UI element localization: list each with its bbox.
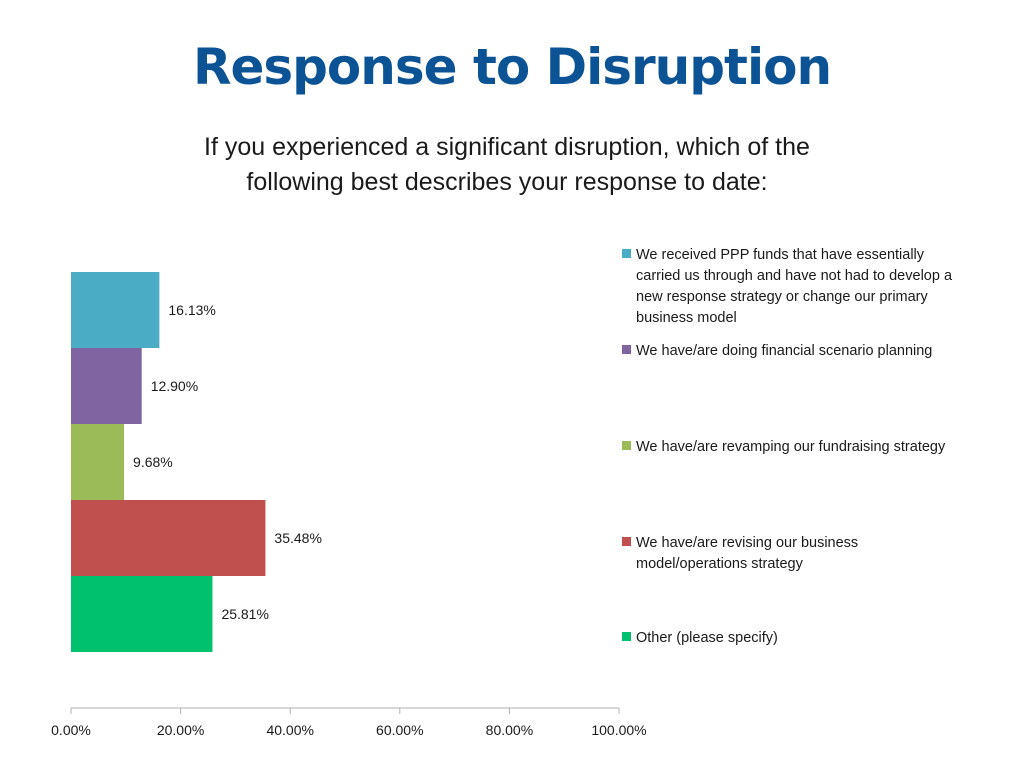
chart-question-line-1: If you experienced a significant disrupt… bbox=[204, 133, 810, 161]
legend-label-4: We have/are revising our business model/o… bbox=[636, 535, 858, 572]
x-tick-label-1: 20.00% bbox=[157, 722, 204, 738]
legend-swatch-4 bbox=[622, 537, 631, 546]
legend-swatch-3 bbox=[622, 441, 631, 450]
legend-label-5: Other (please specify) bbox=[636, 630, 778, 646]
page-title: Response to Disruption bbox=[192, 38, 832, 96]
x-tick-label-4: 80.00% bbox=[486, 722, 533, 738]
bar-1 bbox=[71, 272, 160, 348]
bar-5 bbox=[71, 576, 213, 652]
legend-label-2: We have/are doing financial scenario pla… bbox=[636, 343, 932, 359]
chart-question: If you experienced a significant disrupt… bbox=[112, 130, 902, 200]
x-tick-label-0: 0.00% bbox=[51, 722, 91, 738]
x-tick-label-5: 100.00% bbox=[591, 722, 646, 738]
x-tick-label-2: 40.00% bbox=[266, 722, 313, 738]
legend: We received PPP funds that have essentia… bbox=[622, 247, 953, 646]
data-label-2: 12.90% bbox=[151, 378, 198, 394]
legend-swatch-1 bbox=[622, 249, 631, 258]
data-label-5: 25.81% bbox=[221, 606, 268, 622]
x-axis: 0.00% 20.00% 40.00% 60.00% 80.00% 100.00% bbox=[51, 707, 647, 738]
chart-question-line-2: following best describes your response t… bbox=[246, 168, 768, 196]
data-label-1: 16.13% bbox=[168, 302, 215, 318]
legend-label-1: We received PPP funds that have essentia… bbox=[636, 247, 953, 326]
bars-group: 16.13% 12.90% 9.68% 35.48% 25.81% bbox=[71, 272, 322, 652]
legend-swatch-5 bbox=[622, 632, 631, 641]
legend-swatch-2 bbox=[622, 345, 631, 354]
bar-2 bbox=[71, 348, 142, 424]
x-tick-label-3: 60.00% bbox=[376, 722, 423, 738]
data-label-3: 9.68% bbox=[133, 454, 173, 470]
data-label-4: 35.48% bbox=[274, 530, 321, 546]
bar-3 bbox=[71, 424, 125, 500]
legend-label-3: We have/are revamping our fundraising st… bbox=[636, 439, 946, 455]
bar-4 bbox=[71, 500, 266, 576]
